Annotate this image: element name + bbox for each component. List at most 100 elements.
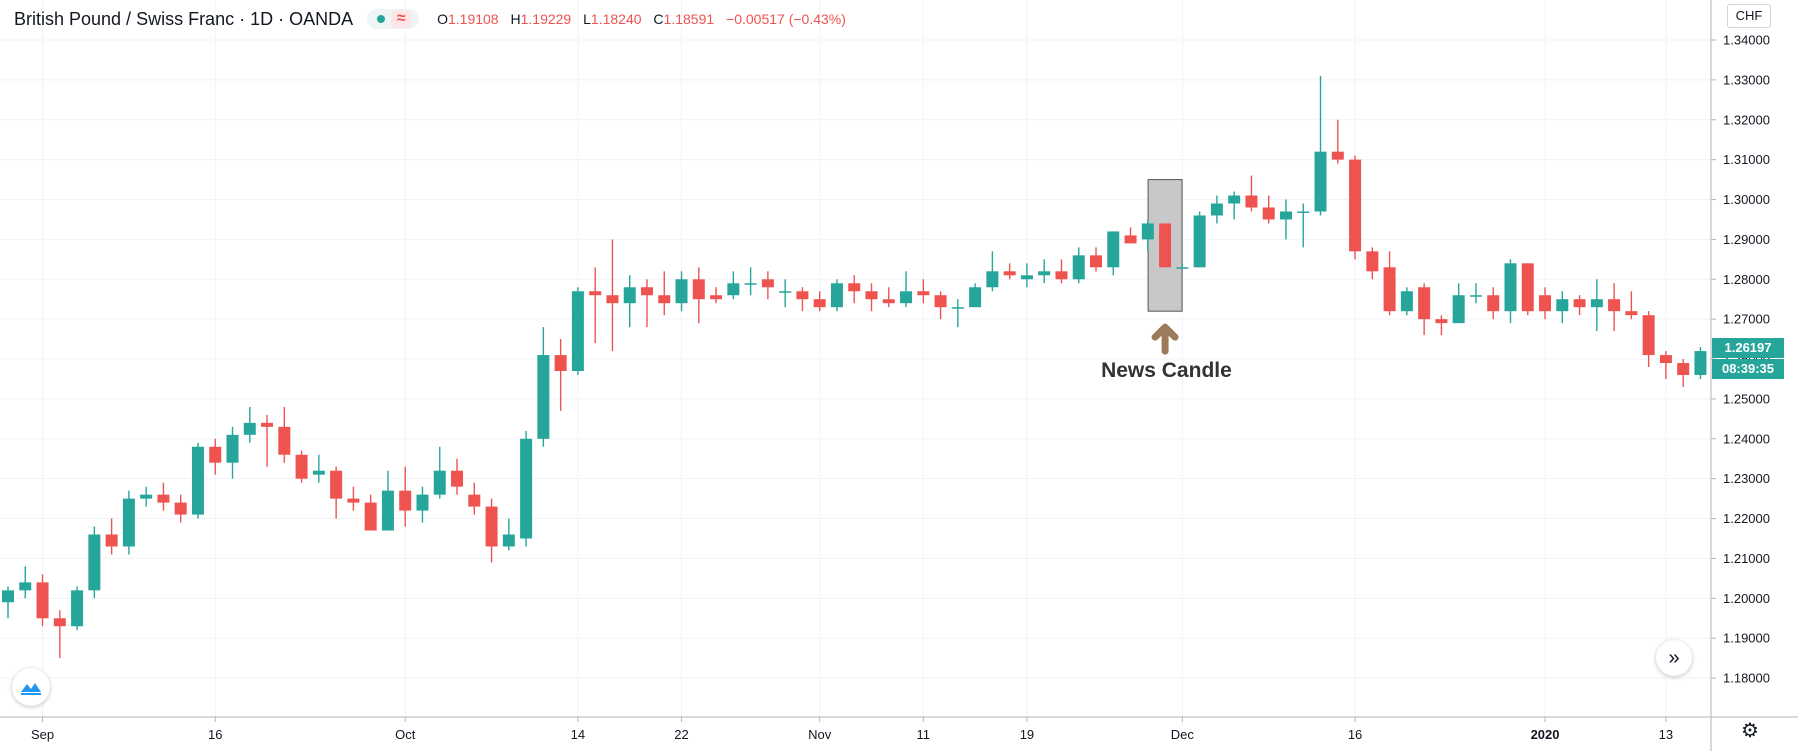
candle — [53, 610, 66, 659]
candle-body — [692, 279, 705, 300]
candle-body — [381, 490, 394, 531]
candle — [1072, 247, 1085, 284]
candle — [1331, 119, 1344, 164]
candle-body — [243, 422, 256, 435]
price-axis[interactable]: 1.34000 1.33000 1.32000 1.31000 1.30000 1.290… — [1711, 33, 1770, 686]
candle-body — [589, 291, 602, 296]
candle-body — [174, 502, 187, 515]
candle-body — [1279, 211, 1292, 220]
candle-body — [986, 271, 999, 288]
time-axis[interactable]: Sep 16 Oct 14 22 Nov 11 19 Dec 16 2020 13 — [31, 717, 1673, 742]
candle-body — [1590, 299, 1603, 308]
candle-body — [1539, 295, 1552, 312]
candle-body — [1159, 223, 1172, 268]
gear-icon[interactable]: ⚙ — [1741, 719, 1759, 742]
price-tick-label: 1.25000 — [1723, 391, 1770, 406]
candle — [364, 494, 377, 531]
candle-body — [122, 498, 135, 547]
candle-body — [969, 287, 982, 308]
candle-body — [295, 454, 308, 479]
candle-body — [571, 291, 584, 372]
candle-body — [848, 283, 861, 292]
candle — [813, 291, 826, 312]
candle — [416, 486, 429, 523]
candle-body — [1521, 263, 1534, 312]
candle — [1349, 155, 1362, 260]
candle — [744, 267, 757, 296]
candle — [312, 454, 325, 483]
candle-body — [900, 291, 913, 304]
scroll-to-realtime-icon[interactable]: » — [1656, 640, 1692, 676]
currency-button[interactable]: CHF — [1727, 4, 1771, 28]
candle-body — [1210, 203, 1223, 216]
candle-body — [1469, 295, 1482, 297]
candle-body — [917, 291, 930, 296]
candle — [951, 299, 964, 328]
candle-body — [105, 534, 118, 547]
candle — [1262, 195, 1275, 224]
candle-body — [1556, 299, 1569, 312]
candle — [2, 586, 14, 619]
candle-body — [520, 438, 533, 539]
candle-body — [88, 534, 101, 591]
symbol-title[interactable]: British Pound / Swiss Franc · 1D · OANDA — [14, 8, 354, 29]
status-badge[interactable]: ≈ — [367, 9, 420, 29]
candle-body — [1452, 295, 1465, 324]
candle — [917, 279, 930, 304]
candlestick-series — [2, 75, 1707, 659]
tradingview-logo-icon[interactable] — [12, 668, 50, 706]
candle — [1539, 287, 1552, 320]
candle — [1452, 283, 1465, 324]
candle — [468, 482, 481, 515]
candle-body — [606, 295, 619, 304]
time-tick-label: Dec — [1171, 727, 1195, 742]
time-tick-label: 11 — [917, 727, 931, 742]
candle — [520, 430, 533, 547]
candle-body — [865, 291, 878, 300]
candle — [278, 406, 291, 463]
candle — [865, 283, 878, 312]
candle-body — [364, 502, 377, 531]
candle-body — [1694, 351, 1707, 375]
candle — [191, 442, 204, 519]
candle — [1038, 259, 1051, 284]
candle-body — [1677, 363, 1690, 375]
candle — [640, 279, 653, 328]
candle-body — [36, 582, 49, 619]
candle-body — [1245, 195, 1258, 208]
candle — [1124, 227, 1137, 244]
last-price-tag: 1.26197 — [1712, 338, 1784, 358]
candle — [261, 414, 274, 467]
candle-body — [727, 283, 740, 296]
candle-body — [1400, 291, 1413, 312]
price-tick-label: 1.18000 — [1723, 671, 1770, 686]
price-tick-label: 1.31000 — [1723, 152, 1770, 167]
candle — [243, 406, 256, 443]
candle — [347, 486, 360, 511]
candle — [1642, 311, 1655, 368]
candle-body — [1193, 215, 1206, 268]
candle — [1366, 247, 1379, 280]
candle-body — [1608, 299, 1621, 312]
candle-body — [934, 295, 947, 308]
candle — [1400, 287, 1413, 316]
candle — [1677, 359, 1690, 387]
candle — [623, 275, 636, 328]
candle-body — [1262, 207, 1275, 220]
candle — [88, 526, 101, 599]
price-tick-label: 1.34000 — [1723, 33, 1770, 48]
chart-legend-header: British Pound / Swiss Franc · 1D · OANDA… — [14, 8, 854, 30]
price-tick-label: 1.29000 — [1723, 232, 1770, 247]
candle — [157, 482, 170, 511]
change-value: −0.00517 (−0.43%) — [726, 11, 846, 27]
candle-body — [1141, 223, 1154, 240]
low-value: 1.18240 — [590, 11, 642, 27]
candle-body — [1072, 255, 1085, 280]
candle-body — [209, 446, 222, 463]
price-tick-label: 1.30000 — [1723, 192, 1770, 207]
candle-body — [813, 299, 826, 308]
candle-body — [468, 494, 481, 507]
candle — [571, 287, 584, 375]
candle — [900, 271, 913, 308]
